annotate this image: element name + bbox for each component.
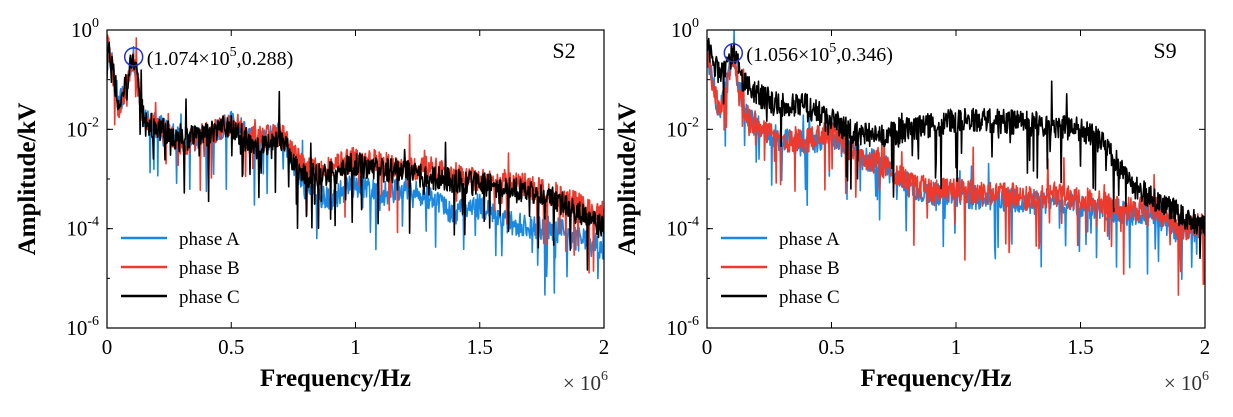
x-tick-label: 1.5 xyxy=(467,335,493,359)
y-tick-label: 10-4 xyxy=(666,215,699,241)
legend-label: phase C xyxy=(179,287,240,308)
series-line-phase-a xyxy=(107,41,604,296)
legend-label: phase B xyxy=(179,258,240,279)
y-tick-label: 10-2 xyxy=(66,115,99,141)
y-axis-title: Amplitude/kV xyxy=(14,103,41,256)
series-line-phase-c xyxy=(107,41,604,271)
plot-area xyxy=(707,30,1205,296)
x-axis-title: Frequency/Hz xyxy=(861,365,1012,392)
x-tick-label: 2 xyxy=(599,335,610,359)
y-tick-label: 10-4 xyxy=(66,215,99,241)
y-tick-label: 100 xyxy=(671,16,699,42)
y-axis-title: Amplitude/kV xyxy=(614,103,641,256)
legend: phase A phase B phase C xyxy=(121,229,240,308)
x-tick-label: 0 xyxy=(102,335,113,359)
x-tick-label: 0.5 xyxy=(818,335,844,359)
panel-label: S9 xyxy=(1153,38,1176,63)
x-tick-label: 1 xyxy=(951,335,962,359)
legend-label: phase B xyxy=(779,258,840,279)
panel-label: S2 xyxy=(552,38,575,63)
legend-label: phase C xyxy=(779,287,840,308)
y-tick-label: 10-6 xyxy=(666,314,699,340)
peak-annotation: (1.074×105,0.288) xyxy=(147,45,294,70)
x-axis-title: Frequency/Hz xyxy=(260,365,411,392)
peak-marker-circle xyxy=(123,47,144,67)
chart-panel-s9: 0 0.5 1 1.5 2 100 10-2 10-4 10-6 Frequency/Hz Ampl… xyxy=(614,16,1210,395)
legend-label: phase A xyxy=(179,229,240,250)
chart-panel-s2: 0 0.5 1 1.5 2 100 10-2 10-4 10-6 Frequency/Hz Ampl… xyxy=(14,16,609,395)
x-tick-label: 2 xyxy=(1200,335,1211,359)
x-tick-label: 1.5 xyxy=(1067,335,1093,359)
series-line-phase-c xyxy=(707,37,1205,260)
series-line-phase-b xyxy=(707,45,1205,296)
plot-area xyxy=(107,34,604,296)
y-tick-label: 100 xyxy=(71,16,99,42)
legend-label: phase A xyxy=(779,229,840,250)
x-tick-label: 1 xyxy=(350,335,361,359)
peak-annotation: (1.056×105,0.346) xyxy=(746,41,893,66)
x-tick-label: 0 xyxy=(702,335,713,359)
x-tick-label: 0.5 xyxy=(218,335,244,359)
x-axis-multiplier: × 106 xyxy=(563,369,608,395)
y-tick-label: 10-2 xyxy=(666,115,699,141)
peak-marker-circle xyxy=(723,43,744,63)
y-tick-label: 10-6 xyxy=(66,314,99,340)
legend: phase A phase B phase C xyxy=(721,229,840,308)
x-axis-multiplier: × 106 xyxy=(1164,369,1209,395)
